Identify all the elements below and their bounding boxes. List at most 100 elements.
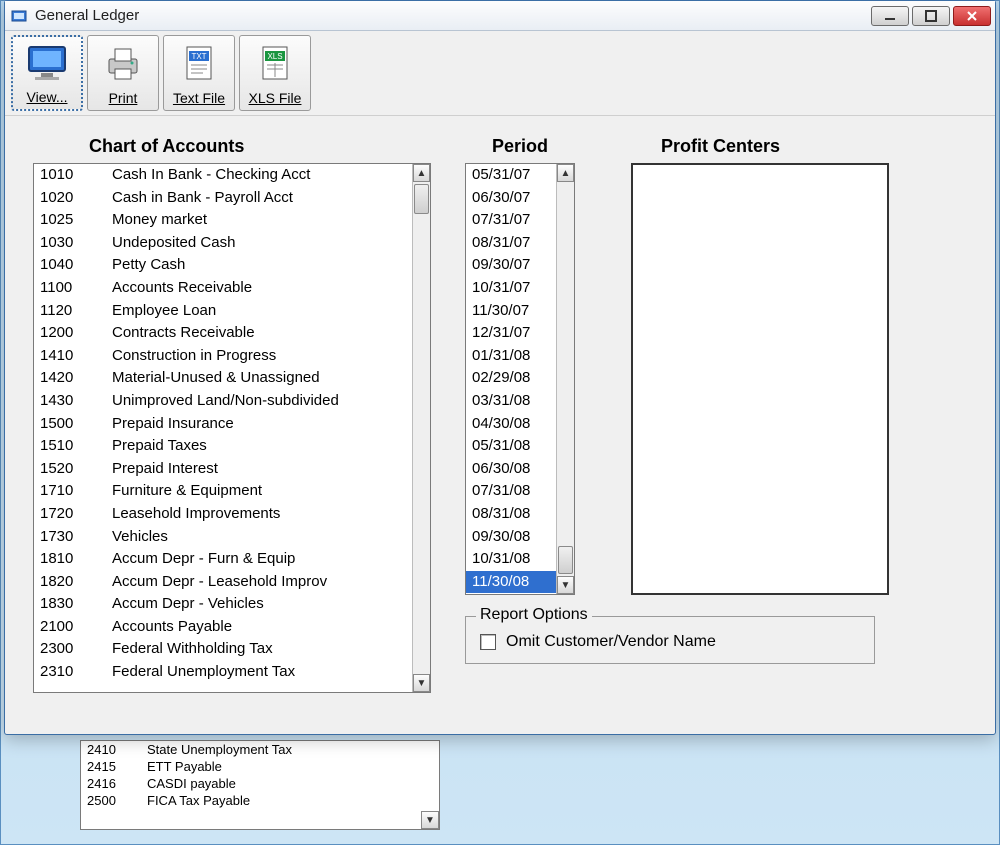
view-button[interactable]: View... <box>11 35 83 111</box>
account-row[interactable]: 1010Cash In Bank - Checking Acct <box>34 164 412 187</box>
period-row[interactable]: 07/31/07 <box>466 209 556 232</box>
period-row[interactable]: 10/31/08 <box>466 548 556 571</box>
account-name: Contracts Receivable <box>112 322 255 345</box>
scroll-down-icon[interactable]: ▼ <box>413 674 430 692</box>
omit-label: Omit Customer/Vendor Name <box>506 633 716 651</box>
period-row[interactable]: 10/31/07 <box>466 277 556 300</box>
scroll-up-icon[interactable]: ▲ <box>557 164 574 182</box>
scroll-up-icon[interactable]: ▲ <box>413 164 430 182</box>
scroll-thumb[interactable] <box>414 184 429 214</box>
account-row[interactable]: 1720Leasehold Improvements <box>34 503 412 526</box>
period-row[interactable]: 08/31/08 <box>466 503 556 526</box>
account-code: 1120 <box>40 300 112 323</box>
account-row[interactable]: 1025Money market <box>34 209 412 232</box>
account-name: Accum Depr - Vehicles <box>112 593 264 616</box>
accounts-scrollbar[interactable]: ▲ ▼ <box>412 164 430 692</box>
checkbox-icon[interactable] <box>480 634 496 650</box>
account-row[interactable]: 1100Accounts Receivable <box>34 277 412 300</box>
monitor-icon <box>25 37 69 89</box>
account-row[interactable]: 1420Material-Unused & Unassigned <box>34 367 412 390</box>
account-code: 1510 <box>40 435 112 458</box>
account-name: Unimproved Land/Non-subdivided <box>112 390 339 413</box>
account-row[interactable]: 1730Vehicles <box>34 526 412 549</box>
account-row[interactable]: 1820Accum Depr - Leasehold Improv <box>34 571 412 594</box>
background-accounts-listbox: 2410State Unemployment Tax2415ETT Payabl… <box>80 740 440 830</box>
xlsfile-label: XLS File <box>249 90 302 106</box>
period-row[interactable]: 09/30/07 <box>466 254 556 277</box>
account-row[interactable]: 2100Accounts Payable <box>34 616 412 639</box>
account-code: 1710 <box>40 480 112 503</box>
period-row[interactable]: 06/30/08 <box>466 458 556 481</box>
minimize-button[interactable] <box>871 6 909 26</box>
view-label: View... <box>27 89 68 105</box>
print-button[interactable]: Print <box>87 35 159 111</box>
profit-centers-listbox[interactable] <box>631 163 889 595</box>
account-row[interactable]: 1520Prepaid Interest <box>34 458 412 481</box>
scroll-down-icon[interactable]: ▼ <box>557 576 574 594</box>
period-row[interactable]: 02/29/08 <box>466 367 556 390</box>
account-name: Prepaid Taxes <box>112 435 207 458</box>
account-row[interactable]: 1020Cash in Bank - Payroll Acct <box>34 187 412 210</box>
period-listbox[interactable]: 05/31/0706/30/0707/31/0708/31/0709/30/07… <box>465 163 575 595</box>
account-code: 1420 <box>40 367 112 390</box>
account-code: 1040 <box>40 254 112 277</box>
report-options-label: Report Options <box>476 606 592 624</box>
account-row: 2410State Unemployment Tax <box>81 741 439 758</box>
account-row[interactable]: 1430Unimproved Land/Non-subdivided <box>34 390 412 413</box>
account-row[interactable]: 1510Prepaid Taxes <box>34 435 412 458</box>
general-ledger-dialog: General Ledger View... <box>4 0 996 735</box>
account-row[interactable]: 1200Contracts Receivable <box>34 322 412 345</box>
account-row[interactable]: 1040Petty Cash <box>34 254 412 277</box>
account-row[interactable]: 1500Prepaid Insurance <box>34 413 412 436</box>
textfile-icon: TXT <box>177 36 221 90</box>
xlsfile-button[interactable]: XLS XLS File <box>239 35 311 111</box>
account-code: 2310 <box>40 661 112 684</box>
account-name: Federal Withholding Tax <box>112 638 273 661</box>
account-name: Furniture & Equipment <box>112 480 262 503</box>
period-row[interactable]: 05/31/07 <box>466 164 556 187</box>
period-row[interactable]: 07/31/08 <box>466 480 556 503</box>
account-name: Accounts Payable <box>112 616 232 639</box>
content-area: Chart of Accounts 1010Cash In Bank - Che… <box>5 116 995 713</box>
period-row[interactable]: 04/30/08 <box>466 413 556 436</box>
svg-text:TXT: TXT <box>191 52 206 61</box>
close-button[interactable] <box>953 6 991 26</box>
period-row[interactable]: 11/30/07 <box>466 300 556 323</box>
maximize-button[interactable] <box>912 6 950 26</box>
omit-customer-vendor-checkbox[interactable]: Omit Customer/Vendor Name <box>480 633 860 651</box>
textfile-button[interactable]: TXT Text File <box>163 35 235 111</box>
account-code: 1820 <box>40 571 112 594</box>
account-code: 1500 <box>40 413 112 436</box>
account-row[interactable]: 1120Employee Loan <box>34 300 412 323</box>
account-row[interactable]: 1410Construction in Progress <box>34 345 412 368</box>
period-row[interactable]: 05/31/08 <box>466 435 556 458</box>
account-row[interactable]: 1030Undeposited Cash <box>34 232 412 255</box>
accounts-listbox[interactable]: 1010Cash In Bank - Checking Acct1020Cash… <box>33 163 431 693</box>
account-row[interactable]: 2310Federal Unemployment Tax <box>34 661 412 684</box>
app-icon <box>11 7 29 25</box>
period-scrollbar[interactable]: ▲ ▼ <box>556 164 574 594</box>
scroll-thumb[interactable] <box>558 546 573 574</box>
period-row[interactable]: 11/30/08 <box>466 571 556 594</box>
account-code: 1200 <box>40 322 112 345</box>
account-name: Material-Unused & Unassigned <box>112 367 320 390</box>
period-row[interactable]: 01/31/08 <box>466 345 556 368</box>
account-name: Construction in Progress <box>112 345 276 368</box>
account-row[interactable]: 1710Furniture & Equipment <box>34 480 412 503</box>
period-row[interactable]: 12/31/07 <box>466 322 556 345</box>
account-row: 2500FICA Tax Payable <box>81 792 439 809</box>
account-code: 1810 <box>40 548 112 571</box>
account-row[interactable]: 1810Accum Depr - Furn & Equip <box>34 548 412 571</box>
period-row[interactable]: 03/31/08 <box>466 390 556 413</box>
account-row[interactable]: 2300Federal Withholding Tax <box>34 638 412 661</box>
account-code: 1430 <box>40 390 112 413</box>
account-name: Federal Unemployment Tax <box>112 661 295 684</box>
account-row[interactable]: 1830Accum Depr - Vehicles <box>34 593 412 616</box>
account-code: 1100 <box>40 277 112 300</box>
scroll-down-icon[interactable]: ▼ <box>421 811 439 829</box>
period-row[interactable]: 06/30/07 <box>466 187 556 210</box>
period-row[interactable]: 08/31/07 <box>466 232 556 255</box>
account-name: Money market <box>112 209 207 232</box>
account-code: 1010 <box>40 164 112 187</box>
period-row[interactable]: 09/30/08 <box>466 526 556 549</box>
